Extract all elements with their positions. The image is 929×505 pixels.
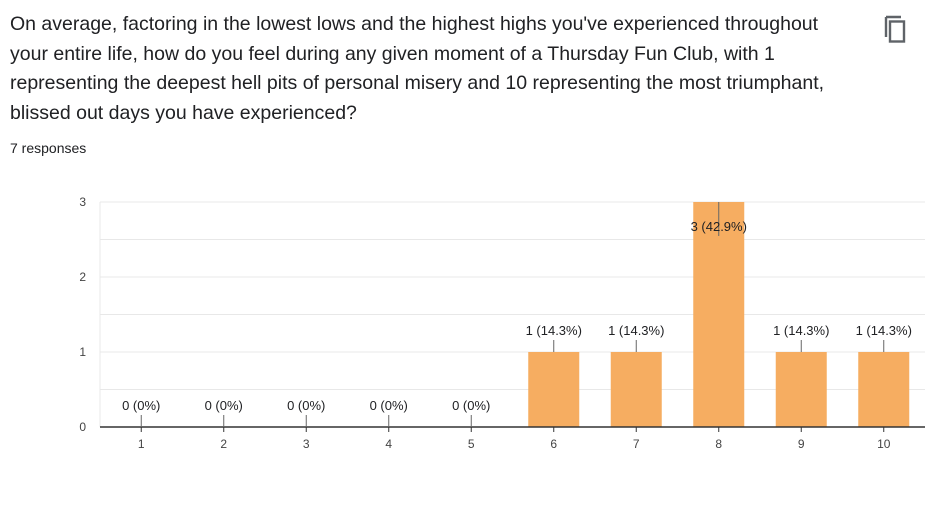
bar — [858, 352, 910, 427]
data-label: 0 (0%) — [452, 398, 490, 413]
data-label: 1 (14.3%) — [773, 323, 829, 338]
y-tick-label: 1 — [79, 345, 86, 359]
bar — [693, 202, 745, 427]
data-label: 0 (0%) — [122, 398, 160, 413]
x-tick-label: 5 — [468, 437, 475, 451]
data-label: 1 (14.3%) — [526, 323, 582, 338]
x-tick-label: 7 — [633, 437, 640, 451]
data-label: 3 (42.9%) — [691, 219, 747, 234]
data-label: 0 (0%) — [205, 398, 243, 413]
x-tick-label: 4 — [385, 437, 392, 451]
y-tick-label: 0 — [79, 420, 86, 434]
copy-icon — [884, 15, 906, 43]
x-tick-label: 6 — [550, 437, 557, 451]
question-text: On average, factoring in the lowest lows… — [10, 13, 825, 124]
x-tick-label: 10 — [877, 437, 891, 451]
x-tick-label: 9 — [798, 437, 805, 451]
x-tick-label: 1 — [138, 437, 145, 451]
y-tick-label: 2 — [79, 270, 86, 284]
data-label: 1 (14.3%) — [856, 323, 912, 338]
copy-chart-button[interactable] — [880, 14, 908, 46]
y-tick-label: 3 — [79, 195, 86, 209]
response-count: 7 responses — [10, 140, 87, 156]
x-tick-label: 2 — [220, 437, 227, 451]
x-tick-label: 3 — [303, 437, 310, 451]
bar — [610, 352, 662, 427]
data-label: 1 (14.3%) — [608, 323, 664, 338]
bar — [775, 352, 827, 427]
data-label: 0 (0%) — [370, 398, 408, 413]
bar — [528, 352, 580, 427]
data-label: 0 (0%) — [287, 398, 325, 413]
x-tick-label: 8 — [715, 437, 722, 451]
